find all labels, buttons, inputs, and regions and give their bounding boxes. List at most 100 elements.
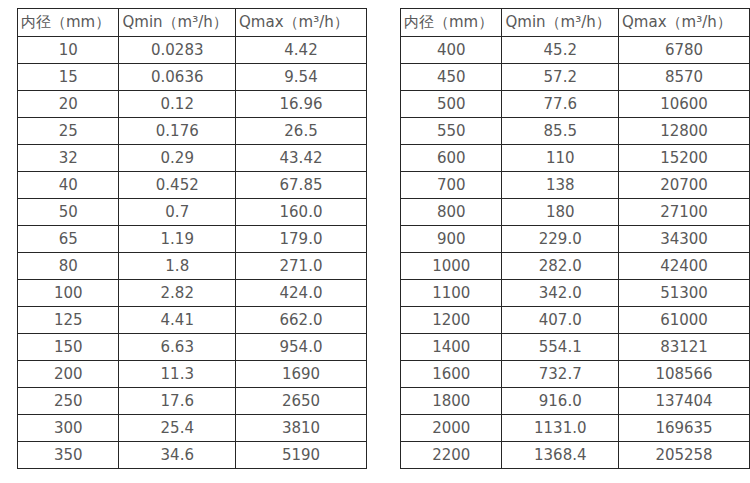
table-row: 1506.63954.0 xyxy=(18,334,367,361)
table-cell: 342.0 xyxy=(502,280,619,307)
table-cell: 732.7 xyxy=(502,361,619,388)
spec-tables-container: 内径（mm）Qmin（m³/h）Qmax（m³/h）100.02834.4215… xyxy=(0,0,750,469)
table-cell: 0.29 xyxy=(119,145,236,172)
table-row: 1100342.051300 xyxy=(401,280,750,307)
table-cell: 407.0 xyxy=(502,307,619,334)
table-cell: 3810 xyxy=(236,415,367,442)
table-cell: 57.2 xyxy=(502,64,619,91)
table-cell: 100 xyxy=(18,280,119,307)
table-cell: 0.176 xyxy=(119,118,236,145)
table-cell: 150 xyxy=(18,334,119,361)
table-row: 1000282.042400 xyxy=(401,253,750,280)
header-row: 内径（mm）Qmin（m³/h）Qmax（m³/h） xyxy=(401,9,750,37)
table-row: 500.7160.0 xyxy=(18,199,367,226)
table-cell: 1.19 xyxy=(119,226,236,253)
table-cell: 12800 xyxy=(619,118,750,145)
table-row: 1002.82424.0 xyxy=(18,280,367,307)
table-row: 25017.62650 xyxy=(18,388,367,415)
table-cell: 6780 xyxy=(619,37,750,64)
table-cell: 15 xyxy=(18,64,119,91)
table-cell: 34300 xyxy=(619,226,750,253)
table-cell: 282.0 xyxy=(502,253,619,280)
column-header: 内径（mm） xyxy=(401,9,502,37)
table-cell: 27100 xyxy=(619,199,750,226)
table-row: 70013820700 xyxy=(401,172,750,199)
table-cell: 20700 xyxy=(619,172,750,199)
table-row: 1254.41662.0 xyxy=(18,307,367,334)
table-cell: 2.82 xyxy=(119,280,236,307)
table-cell: 205258 xyxy=(619,442,750,469)
column-header: Qmin（m³/h） xyxy=(502,9,619,37)
table-cell: 42400 xyxy=(619,253,750,280)
table-cell: 179.0 xyxy=(236,226,367,253)
table-cell: 0.12 xyxy=(119,91,236,118)
table-cell: 500 xyxy=(401,91,502,118)
table-cell: 17.6 xyxy=(119,388,236,415)
table-cell: 77.6 xyxy=(502,91,619,118)
table-cell: 51300 xyxy=(619,280,750,307)
table-cell: 900 xyxy=(401,226,502,253)
table-row: 30025.43810 xyxy=(18,415,367,442)
table-cell: 1.8 xyxy=(119,253,236,280)
table-cell: 6.63 xyxy=(119,334,236,361)
table-row: 651.19179.0 xyxy=(18,226,367,253)
table-row: 40045.26780 xyxy=(401,37,750,64)
table-cell: 180 xyxy=(502,199,619,226)
table-cell: 1800 xyxy=(401,388,502,415)
table-cell: 9.54 xyxy=(236,64,367,91)
table-cell: 350 xyxy=(18,442,119,469)
table-cell: 1131.0 xyxy=(502,415,619,442)
table-row: 200.1216.96 xyxy=(18,91,367,118)
table-cell: 554.1 xyxy=(502,334,619,361)
table-cell: 160.0 xyxy=(236,199,367,226)
table-cell: 108566 xyxy=(619,361,750,388)
table-row: 20011.31690 xyxy=(18,361,367,388)
table-cell: 61000 xyxy=(619,307,750,334)
table-cell: 0.0636 xyxy=(119,64,236,91)
table-cell: 0.452 xyxy=(119,172,236,199)
table-cell: 1200 xyxy=(401,307,502,334)
table-row: 900229.034300 xyxy=(401,226,750,253)
table-cell: 80 xyxy=(18,253,119,280)
table-cell: 1000 xyxy=(401,253,502,280)
table-row: 20001131.0169635 xyxy=(401,415,750,442)
table-cell: 25 xyxy=(18,118,119,145)
table-cell: 0.0283 xyxy=(119,37,236,64)
table-cell: 11.3 xyxy=(119,361,236,388)
flow-spec-table-large-diameters: 内径（mm）Qmin（m³/h）Qmax（m³/h）40045.26780450… xyxy=(400,8,750,469)
table-row: 320.2943.42 xyxy=(18,145,367,172)
table-cell: 8570 xyxy=(619,64,750,91)
table-cell: 15200 xyxy=(619,145,750,172)
table-cell: 954.0 xyxy=(236,334,367,361)
table-cell: 1100 xyxy=(401,280,502,307)
table-cell: 1690 xyxy=(236,361,367,388)
table-cell: 5190 xyxy=(236,442,367,469)
table-row: 22001368.4205258 xyxy=(401,442,750,469)
table-cell: 700 xyxy=(401,172,502,199)
table-row: 50077.610600 xyxy=(401,91,750,118)
table-cell: 916.0 xyxy=(502,388,619,415)
table-row: 80018027100 xyxy=(401,199,750,226)
table-cell: 200 xyxy=(18,361,119,388)
table-row: 1200407.061000 xyxy=(401,307,750,334)
table-cell: 2200 xyxy=(401,442,502,469)
table-cell: 32 xyxy=(18,145,119,172)
table-cell: 424.0 xyxy=(236,280,367,307)
table-cell: 34.6 xyxy=(119,442,236,469)
table-row: 1400554.183121 xyxy=(401,334,750,361)
table-cell: 20 xyxy=(18,91,119,118)
column-header: Qmax（m³/h） xyxy=(619,9,750,37)
table-cell: 43.42 xyxy=(236,145,367,172)
table-cell: 1600 xyxy=(401,361,502,388)
table-row: 1600732.7108566 xyxy=(401,361,750,388)
table-cell: 400 xyxy=(401,37,502,64)
table-cell: 662.0 xyxy=(236,307,367,334)
column-header: Qmax（m³/h） xyxy=(236,9,367,37)
table-row: 60011015200 xyxy=(401,145,750,172)
table-cell: 85.5 xyxy=(502,118,619,145)
table-row: 250.17626.5 xyxy=(18,118,367,145)
table-cell: 1400 xyxy=(401,334,502,361)
table-cell: 10600 xyxy=(619,91,750,118)
table-cell: 125 xyxy=(18,307,119,334)
table-cell: 271.0 xyxy=(236,253,367,280)
